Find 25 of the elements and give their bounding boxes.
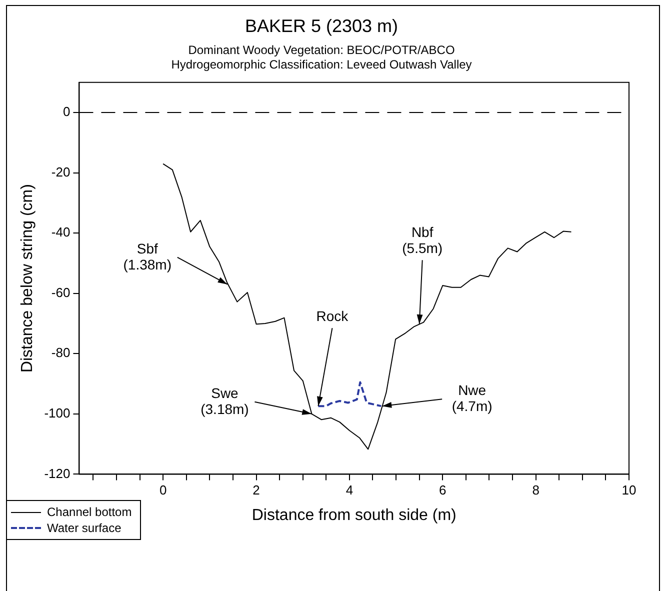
y-tick-label: 0 xyxy=(62,104,70,120)
annotation: Sbf (1.38m) xyxy=(123,240,172,272)
y-tick-label: -120 xyxy=(44,466,70,481)
legend-label: Water surface xyxy=(47,521,122,535)
annotation: Nbf (5.5m) xyxy=(402,224,443,256)
x-tick-label: 2 xyxy=(252,482,260,498)
annotation: Rock xyxy=(316,308,350,324)
y-tick-label: -100 xyxy=(44,406,70,420)
x-tick-label: 8 xyxy=(532,482,540,498)
chart-title: BAKER 5 (2303 m) xyxy=(244,16,398,36)
chart-subtitle: Dominant Woody Vegetation: BEOC/POTR/ABCO Hydrogeomorphic Classification: Leveed Outwash Valley xyxy=(171,43,472,72)
x-tick-label: 6 xyxy=(439,482,446,498)
y-tick-label: -40 xyxy=(51,224,70,240)
x-axis-title: Distance from south side (m) xyxy=(252,506,456,524)
annotation: Swe (3.18m) xyxy=(200,384,249,417)
line-series xyxy=(317,381,382,408)
legend-label: Channel bottom xyxy=(47,505,132,519)
y-tick-label: -20 xyxy=(51,164,70,180)
y-axis-title: Distance below string (cm) xyxy=(19,184,36,373)
y-tick-label: -80 xyxy=(51,345,70,360)
x-tick-label: 0 xyxy=(159,482,167,498)
x-tick-label: 4 xyxy=(346,482,354,498)
y-tick-label: -60 xyxy=(51,284,70,300)
annotation: Nwe (4.7m) xyxy=(452,382,492,414)
x-tick-label: 10 xyxy=(622,482,636,498)
